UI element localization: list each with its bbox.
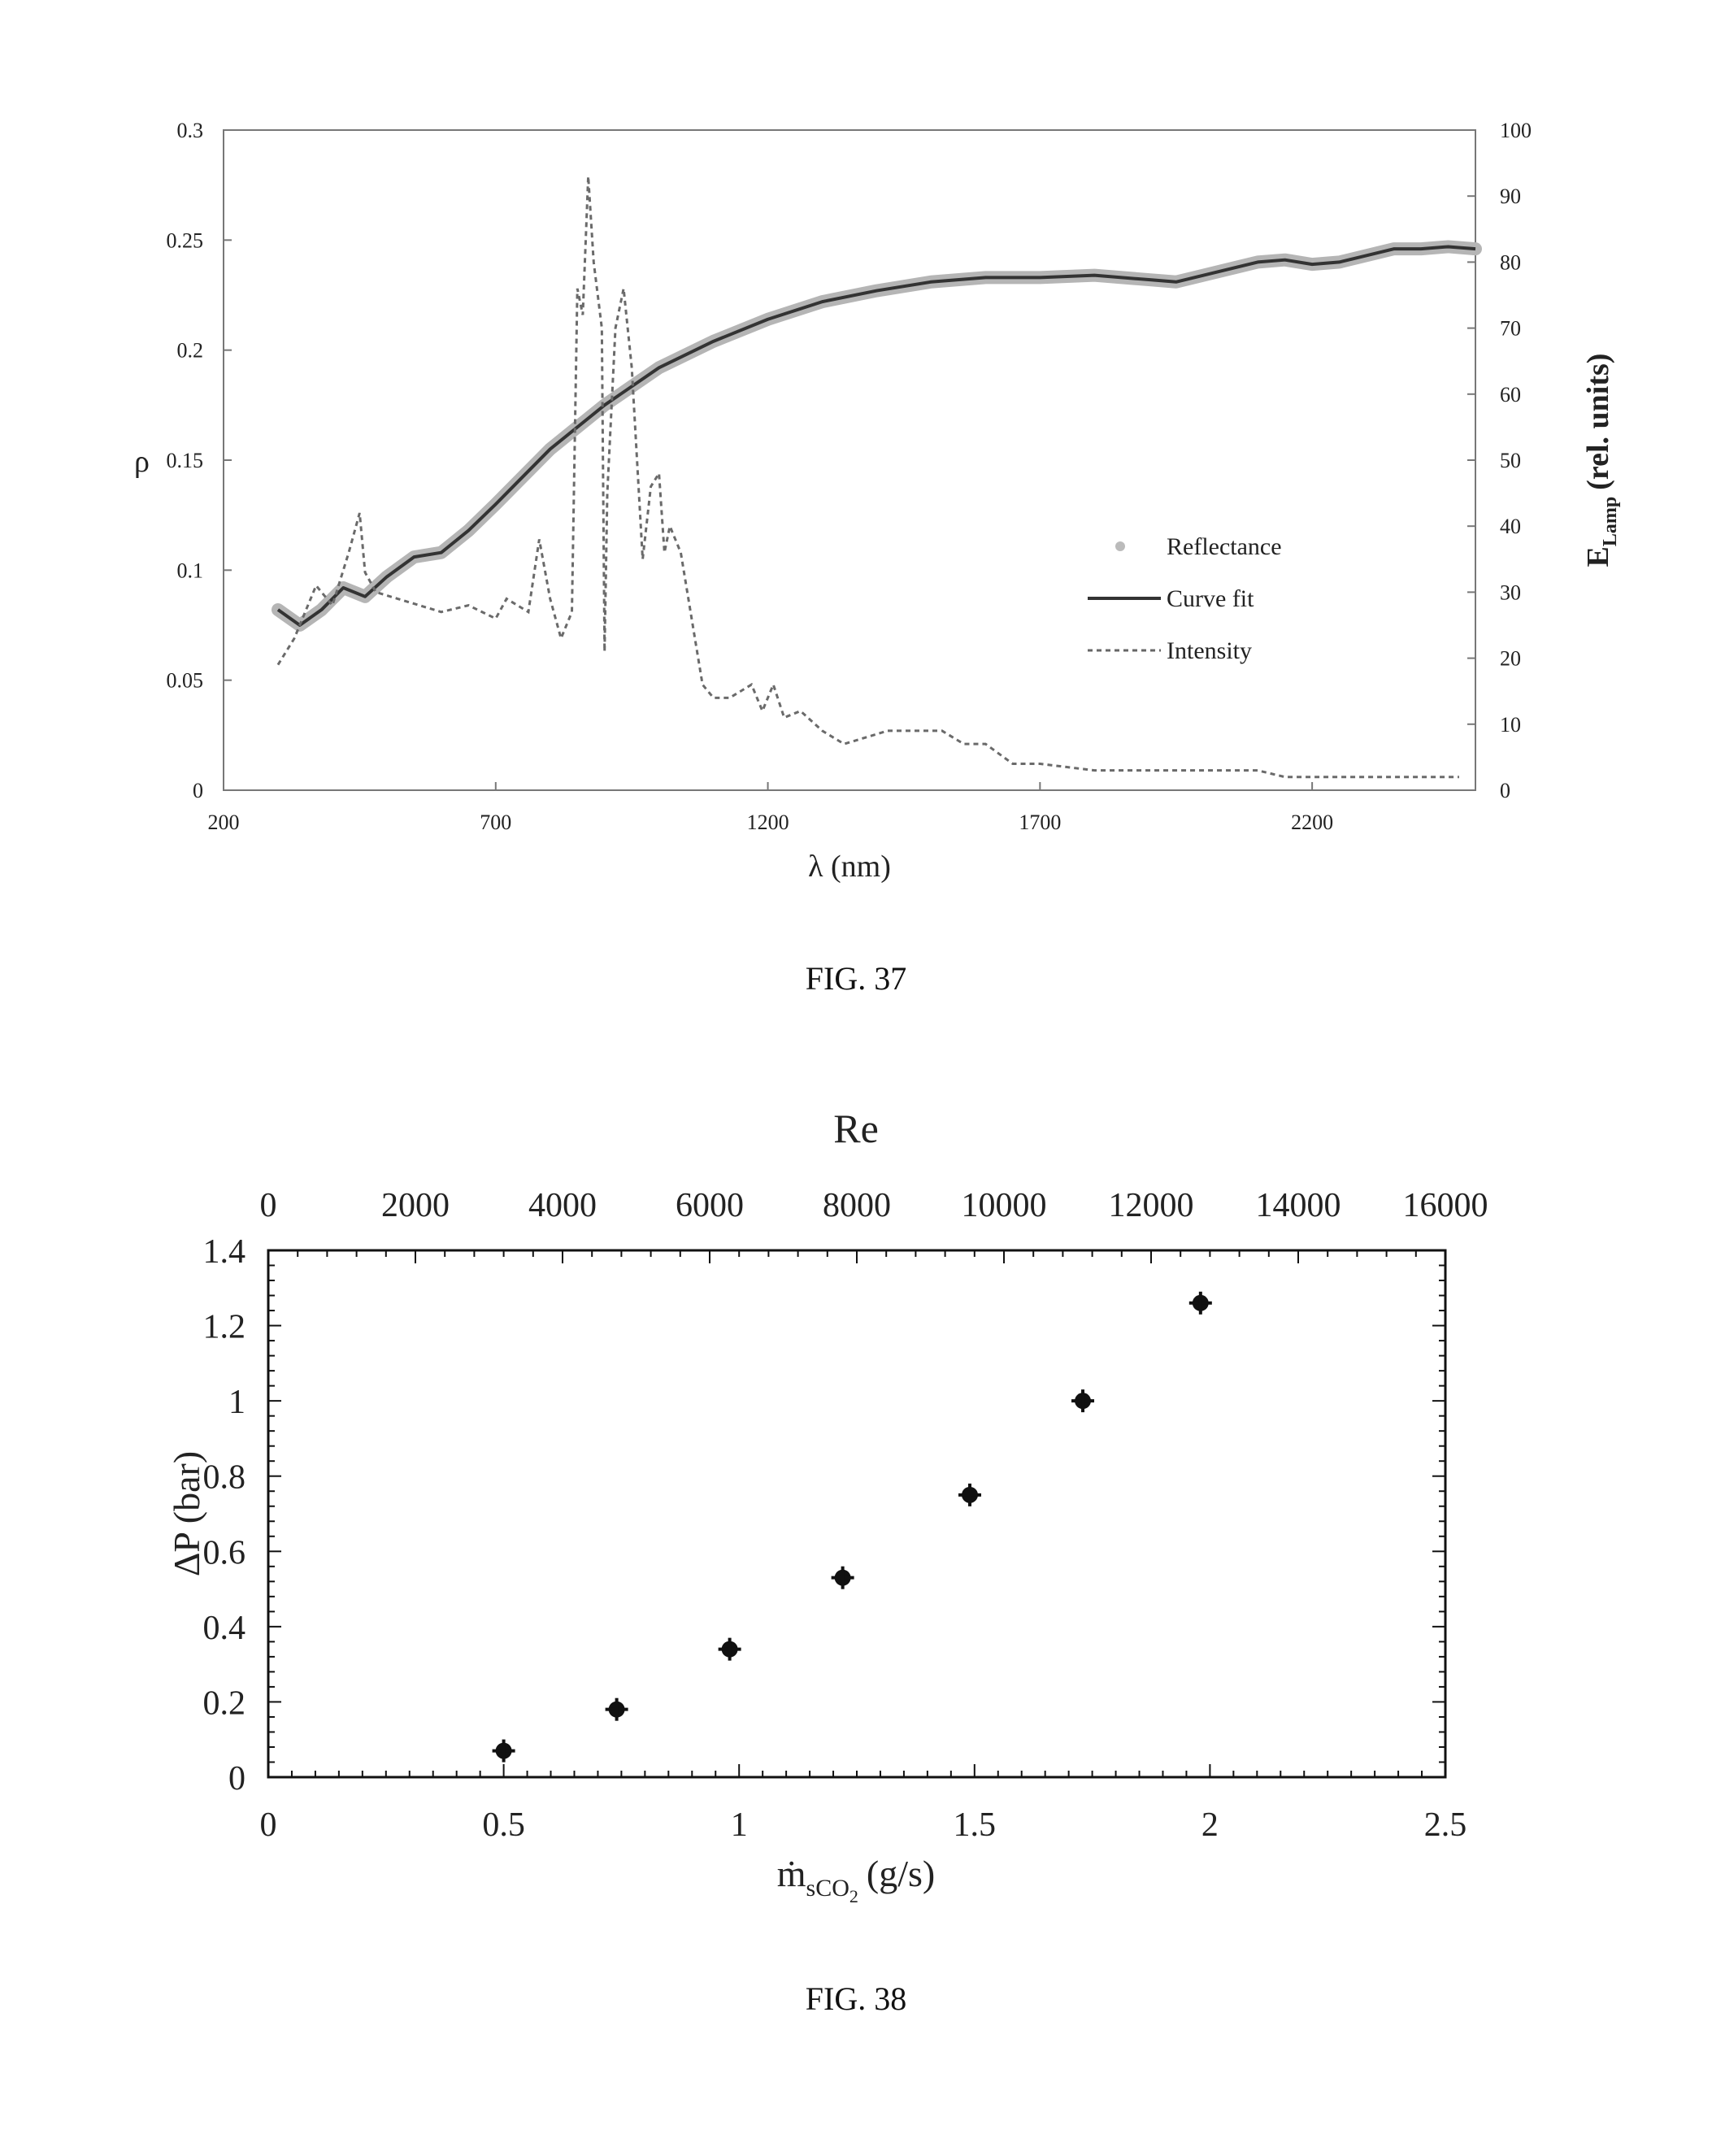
fig37-y-right-tick-label: 70 xyxy=(1500,317,1521,341)
fig37-y-right-tick-label: 40 xyxy=(1500,515,1521,538)
fig38-x2-tick-label: 2000 xyxy=(381,1187,450,1224)
fig38-x-tick-label: 1 xyxy=(731,1806,748,1844)
fig37-caption: FIG. 37 xyxy=(806,960,906,997)
fig38-x-tick-label: 1.5 xyxy=(954,1806,997,1844)
fig37-y-right-tick-label: 30 xyxy=(1500,580,1521,604)
fig38-x2-tick-label: 0 xyxy=(260,1187,277,1224)
data-point xyxy=(831,1566,854,1589)
fig38-y-tick-label: 0.8 xyxy=(203,1459,246,1497)
fig38-top-axis-title: Re xyxy=(833,1106,879,1151)
fig38-caption: FIG. 38 xyxy=(806,1980,906,2017)
fig38-y-tick-label: 0.4 xyxy=(203,1610,246,1647)
fig38-x2-tick-label: 12000 xyxy=(1109,1187,1194,1224)
fig38-y-tick-label: 1.2 xyxy=(203,1309,246,1346)
intensity-series xyxy=(276,176,1459,779)
fig37-y-right-label-rest: (rel. units) xyxy=(1581,354,1615,490)
data-point xyxy=(605,1697,628,1721)
fig38-y-tick-label: 1.4 xyxy=(203,1233,246,1271)
fig37-y-right-tick-label: 60 xyxy=(1500,383,1521,406)
fig38-y-tick-label: 0.2 xyxy=(203,1684,246,1722)
fig37-y-right-label: ELamp (rel. units) xyxy=(1581,354,1621,567)
fig38-chart: Re 0 0.5 1 1.5 2 2.50 2000 4000 6000 8000 10000 120… xyxy=(166,1106,1488,2017)
legend-reflectance-label: Reflectance xyxy=(1167,533,1282,560)
fig38-x-axis-label-unit: (g/s) xyxy=(867,1853,935,1894)
fig37-y-left-tick-label: 0.25 xyxy=(167,228,204,252)
fig37-y-right-tick-label: 80 xyxy=(1500,250,1521,274)
fig38-x2-tick-label: 10000 xyxy=(962,1187,1047,1224)
fig38-y-axis-label: ΔP (bar) xyxy=(166,1451,207,1576)
fig37-y-right-label-main: E xyxy=(1581,546,1615,567)
curve-fit-series xyxy=(276,245,1476,627)
legend-reflectance-marker xyxy=(1115,541,1125,551)
fig38-y-axis-label-group: ΔP (bar) xyxy=(166,1451,207,1576)
legend-curve-fit-label: Curve fit xyxy=(1167,585,1254,612)
fig37-x-tick-label: 1200 xyxy=(747,811,789,834)
fig38-x2-tick-label: 14000 xyxy=(1256,1187,1341,1224)
data-point xyxy=(718,1637,741,1661)
fig38-x-tick-label: 0.5 xyxy=(482,1806,525,1844)
fig37-y-left-tick-label: 0.1 xyxy=(177,559,204,582)
fig38-x-axis-label-sub: sCO xyxy=(806,1875,849,1902)
fig38-y-tick-label: 0.6 xyxy=(203,1534,246,1571)
fig37-y-right-tick-label: 10 xyxy=(1500,713,1521,737)
fig37-y-right-tick-label: 50 xyxy=(1500,449,1521,472)
data-point xyxy=(1188,1291,1212,1315)
fig38-plot-frame xyxy=(267,1249,1447,1779)
svg-text:ELamp(rel. units): ELamp (rel. units) xyxy=(1581,354,1621,567)
reflectance-series xyxy=(271,240,1482,632)
fig37-y-right-label-sub: Lamp xyxy=(1600,497,1621,546)
fig38-x-axis-label: ṁsCO2 (g/s) xyxy=(777,1853,935,1906)
fig37-y-left-tick-label: 0 xyxy=(193,779,203,802)
fig37-y-left-tick-label: 0.15 xyxy=(167,449,204,472)
fig38-x2-tick-label: 6000 xyxy=(676,1187,744,1224)
data-point xyxy=(958,1483,982,1506)
fig37-x-tick-label: 2200 xyxy=(1291,811,1333,834)
fig37-y-left-label: ρ xyxy=(134,445,150,479)
fig38-y-tick-label: 1 xyxy=(228,1384,246,1421)
fig37-x-tick-label: 700 xyxy=(480,811,511,834)
fig38-x2-tick-label: 16000 xyxy=(1403,1187,1488,1224)
fig38-x-axis-label-main: ṁ xyxy=(777,1853,806,1894)
fig37-y-right-tick-label: 90 xyxy=(1500,185,1521,208)
fig38-x-tick-label: 2.5 xyxy=(1424,1806,1467,1844)
fig37-plot-frame xyxy=(223,129,1476,791)
fig38-x2-tick-label: 8000 xyxy=(823,1187,891,1224)
fig37-x-axis-label: λ (nm) xyxy=(808,850,891,884)
fig37-y-right-tick-label: 100 xyxy=(1500,119,1532,142)
fig38-x-axis-label-sub2: 2 xyxy=(849,1886,858,1906)
fig37-legend: Reflectance Curve fit Intensity xyxy=(1088,533,1282,664)
fig37-y-left-tick-label: 0.05 xyxy=(167,669,204,693)
data-point xyxy=(492,1739,515,1763)
data-point xyxy=(1071,1389,1095,1413)
fig37-y-left-tick-label: 0.3 xyxy=(177,119,204,142)
fig38-y-tick-label: 0 xyxy=(228,1760,246,1797)
fig38-x-tick-label: 2 xyxy=(1201,1806,1219,1844)
fig37-y-right-tick-label: 20 xyxy=(1500,647,1521,671)
legend-intensity-label: Intensity xyxy=(1167,637,1252,664)
fig37-chart: 200 700 1200 1700 220000.050.10.150.20.250.3… xyxy=(134,119,1621,997)
fig37-x-tick-label: 200 xyxy=(208,811,240,834)
fig37-y-left-tick-label: 0.2 xyxy=(177,339,204,363)
fig38-x-tick-label: 0 xyxy=(260,1806,277,1844)
fig37-x-tick-label: 1700 xyxy=(1019,811,1061,834)
fig38-x2-tick-label: 4000 xyxy=(528,1187,597,1224)
fig37-y-right-tick-label: 0 xyxy=(1500,779,1510,802)
